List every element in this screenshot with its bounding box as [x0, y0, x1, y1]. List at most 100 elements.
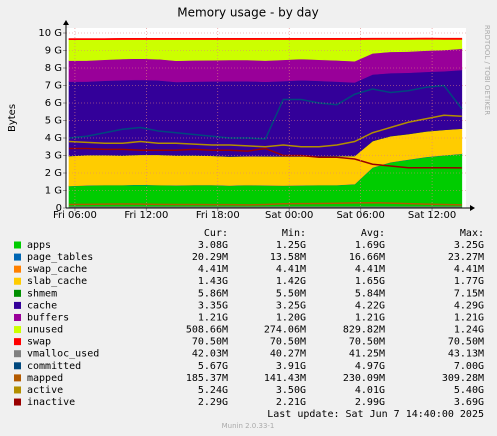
last-update: Last update: Sat Jun 7 14:40:00 2025 — [267, 409, 484, 420]
watermark: RRDTOOL / TOBI OETIKER — [483, 25, 491, 115]
legend-value: 5.84M — [355, 288, 385, 299]
legend-value: 185.37M — [186, 373, 228, 384]
legend-value: 40.27M — [270, 349, 306, 360]
legend-value: 23.27M — [448, 252, 484, 263]
legend-value: 4.41M — [355, 264, 385, 275]
legend-value: 4.97G — [355, 361, 385, 372]
legend-value: 2.21G — [276, 397, 306, 408]
legend-swatch — [14, 301, 21, 309]
legend-value: 2.29G — [198, 397, 228, 408]
legend-swatch — [14, 326, 21, 334]
legend-value: 4.22G — [355, 300, 385, 311]
legend-swatch — [14, 277, 21, 285]
legend-label: apps — [27, 240, 51, 251]
legend-swatch — [14, 253, 21, 261]
legend-value: 3.25G — [276, 300, 306, 311]
legend-value: 5.40G — [454, 385, 484, 396]
legend-value: 1.20G — [276, 312, 306, 323]
y-axis-label: Bytes — [7, 104, 18, 132]
x-tick-label: Sat 12:00 — [408, 210, 456, 221]
x-tick-label: Fri 18:00 — [196, 210, 240, 221]
legend-label: shmem — [27, 288, 57, 299]
legend-value: 4.41M — [454, 264, 484, 275]
legend-label: cache — [27, 300, 57, 311]
y-tick-label: 5 G — [45, 116, 62, 127]
y-tick-label: 8 G — [45, 63, 62, 74]
legend-value: 5.67G — [198, 361, 228, 372]
legend-value: 274.06M — [264, 325, 306, 336]
legend-value: 7.15M — [454, 288, 484, 299]
legend-swatch — [14, 398, 21, 406]
legend-swatch — [14, 350, 21, 358]
legend-value: 5.86M — [198, 288, 228, 299]
line — [68, 201, 462, 206]
legend-value: 1.21G — [355, 312, 385, 323]
legend-label: active — [27, 385, 63, 396]
legend-value: 3.35G — [198, 300, 228, 311]
chart-title: Memory usage - by day — [177, 6, 318, 20]
legend-value: 508.66M — [186, 325, 228, 336]
legend-value: 3.25G — [454, 240, 484, 251]
legend-header: Max: — [460, 228, 484, 239]
legend-value: 4.41M — [198, 264, 228, 275]
legend-label: vmalloc_used — [27, 349, 99, 360]
legend-value: 70.50M — [349, 337, 385, 348]
legend-value: 70.50M — [270, 337, 306, 348]
y-tick-label: 1 G — [45, 186, 62, 197]
legend-label: swap_cache — [27, 264, 87, 275]
legend-label: inactive — [27, 397, 75, 408]
legend-value: 16.66M — [349, 252, 385, 263]
legend-value: 5.50M — [276, 288, 306, 299]
legend-value: 43.13M — [448, 349, 484, 360]
legend-value: 230.09M — [343, 373, 385, 384]
y-tick-label: 2 G — [45, 168, 62, 179]
legend-value: 1.43G — [198, 276, 228, 287]
legend-value: 1.65G — [355, 276, 385, 287]
legend-value: 3.69G — [454, 397, 484, 408]
legend-value: 42.03M — [192, 349, 228, 360]
legend-swatch — [14, 241, 21, 249]
legend-header: Cur: — [204, 228, 228, 239]
y-tick-label: 9 G — [45, 46, 62, 57]
legend-value: 70.50M — [448, 337, 484, 348]
legend-value: 1.24G — [454, 325, 484, 336]
legend-swatch — [14, 313, 21, 321]
line — [68, 84, 463, 140]
legend-swatch — [14, 386, 21, 394]
legend-value: 1.42G — [276, 276, 306, 287]
legend-value: 5.24G — [198, 385, 228, 396]
footer: Munin 2.0.33-1 — [222, 422, 275, 430]
legend-swatch — [14, 362, 21, 370]
legend-label: committed — [27, 361, 81, 372]
legend-value: 13.58M — [270, 252, 306, 263]
legend-value: 141.43M — [264, 373, 306, 384]
legend-value: 20.29M — [192, 252, 228, 263]
legend-swatch — [14, 338, 21, 346]
legend-value: 70.50M — [192, 337, 228, 348]
legend-value: 1.77G — [454, 276, 484, 287]
legend-value: 1.69G — [355, 240, 385, 251]
legend-value: 1.21G — [454, 312, 484, 323]
y-tick-label: 3 G — [45, 151, 62, 162]
line — [68, 147, 462, 169]
legend-value: 309.28M — [442, 373, 484, 384]
axis-arrow — [63, 20, 69, 25]
legend-value: 2.99G — [355, 397, 385, 408]
y-tick-label: 6 G — [45, 98, 62, 109]
legend-swatch — [14, 289, 21, 297]
area — [68, 37, 463, 41]
y-tick-label: 4 G — [45, 133, 62, 144]
legend-value: 1.25G — [276, 240, 306, 251]
legend-label: unused — [27, 325, 63, 336]
legend-label: buffers — [27, 312, 69, 323]
legend-label: slab_cache — [27, 276, 87, 287]
legend-swatch — [14, 374, 21, 382]
y-tick-label: 10 G — [38, 28, 62, 39]
legend-value: 3.91G — [276, 361, 306, 372]
x-tick-label: Fri 06:00 — [53, 210, 97, 221]
x-tick-label: Fri 12:00 — [124, 210, 168, 221]
legend-value: 41.25M — [349, 349, 385, 360]
legend-header: Min: — [282, 228, 306, 239]
legend-value: 4.01G — [355, 385, 385, 396]
